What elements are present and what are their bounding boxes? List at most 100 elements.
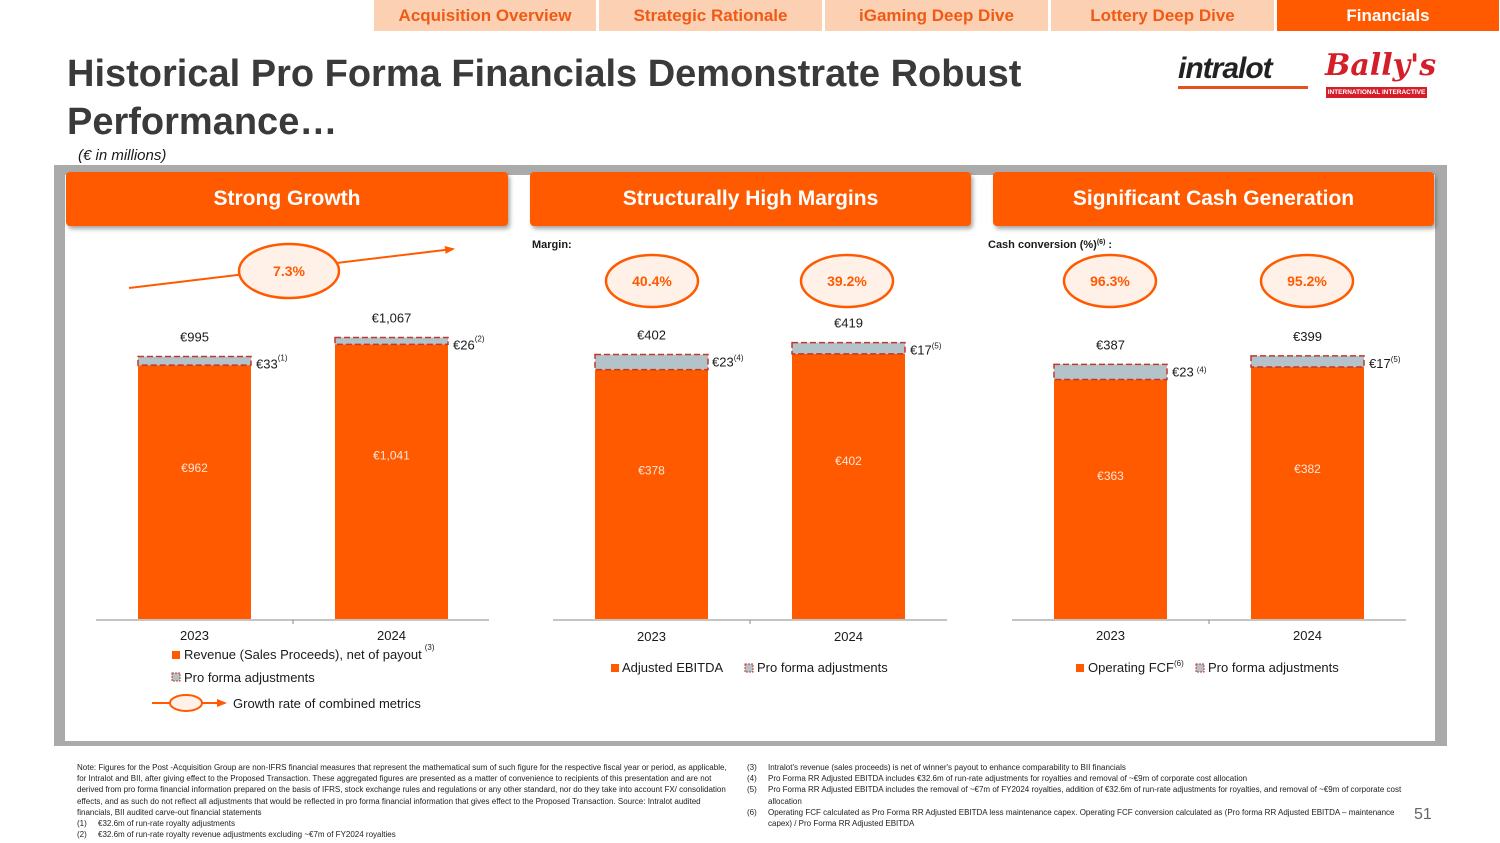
bar-revenue-2024 (335, 344, 448, 619)
bar-fcf-2024 (1251, 367, 1364, 619)
label-ebitda-2024: €402 (835, 454, 862, 468)
bar-ebitda-2023 (595, 369, 708, 619)
footnote-4: (4) Pro Forma RR Adjusted EBITDA includes… (747, 773, 1407, 784)
bar-adjustment-2024 (334, 336, 449, 346)
footnote-3: (3) Intralot's revenue (sales proceeds) i… (747, 762, 1407, 773)
x-tick-label-2023: 2023 (180, 628, 209, 643)
margin-ellipse-2024 (799, 253, 895, 309)
margin-ellipse-2023 (604, 253, 700, 309)
legend-swatch-adjustments (744, 663, 754, 673)
cash-legend: Operating FCF(6) Pro forma adjustments (1076, 659, 1339, 675)
footnote-text: Pro Forma RR Adjusted EBITDA includes €3… (768, 774, 1248, 784)
footnote-text: Pro Forma RR Adjusted EBITDA includes th… (768, 785, 1402, 806)
footnote-number: (4) (747, 774, 757, 784)
footnote-number: (1) (77, 819, 87, 829)
page-number: 51 (1414, 806, 1432, 823)
tab-lottery-deep-dive[interactable]: Lottery Deep Dive (1051, 0, 1274, 31)
bar-revenue-2023 (138, 365, 251, 619)
x-tick-label-2024: 2024 (834, 629, 863, 644)
x-tick-label-2024: 2024 (1293, 628, 1322, 643)
ballys-logo-subtitle: INTERNATIONAL INTERACTIVE (1326, 87, 1427, 98)
footnote-number: (5) (747, 785, 757, 795)
intralot-logo-underline (1178, 86, 1308, 89)
label-fcf-2023: €363 (1097, 469, 1124, 483)
bar-adjustment-2024 (1250, 355, 1365, 368)
footnote-number: (3) (747, 763, 757, 772)
growth-rate-ellipse (237, 242, 341, 300)
footnote-note: Note: Figures for the Post -Acquisition … (77, 763, 727, 817)
cash-conversion-value-2023: 96.3% (1090, 273, 1130, 289)
footnote-1: (1) €32.6m of run-rate royalty adjustment… (77, 818, 727, 829)
cash-generation-chart: €363 €382 €387 €399 €23 (4) €17(5) 2023 2… (1012, 329, 1406, 643)
legend-label-ebitda: Adjusted EBITDA (622, 660, 723, 675)
bar-adjustment-2023 (137, 355, 252, 366)
margins-chart: €378 €402 €402 €419 €23(4) €17(5) 2023 2… (553, 316, 947, 644)
legend-label-revenue: Revenue (Sales Proceeds), net of payout(… (184, 643, 435, 662)
legend-label-adjustments: Pro forma adjustments (184, 670, 315, 685)
margin-caption: Margin: (532, 239, 572, 251)
label-adjustment-2023: €23(4) (1172, 364, 1207, 379)
growth-rate-value: 7.3% (273, 263, 305, 279)
x-tick-label-2023: 2023 (637, 629, 666, 644)
page-title: Historical Pro Forma Financials Demonstr… (67, 53, 1022, 143)
footnote-2: (2) €32.6m of run-rate royalty revenue ad… (77, 829, 727, 840)
legend-label-adjustments: Pro forma adjustments (757, 660, 888, 675)
footnote-text: €32.6m of run-rate royalty adjustments (98, 819, 235, 829)
legend-label-adjustments: Pro forma adjustments (1208, 660, 1339, 675)
cash-conversion-ellipse-2023 (1062, 253, 1158, 309)
bar-adjustment-2023 (1053, 363, 1168, 381)
footnote-text: Operating FCF calculated as Pro Forma RR… (768, 807, 1395, 829)
section-header-cash-generation: Significant Cash Generation (993, 172, 1434, 226)
tab-financials[interactable]: Financials (1277, 0, 1499, 31)
footnotes-right: (3) Intralot's revenue (sales proceeds) i… (747, 762, 1407, 829)
legend-swatch-adjustments (1195, 663, 1205, 673)
label-total-2023: €387 (1096, 337, 1125, 352)
tab-igaming-deep-dive[interactable]: iGaming Deep Dive (825, 0, 1048, 31)
cash-conversion-caption: Cash conversion (%)(6) : (988, 239, 1112, 251)
legend-swatch-ebitda (611, 664, 619, 672)
margin-value-2024: 39.2% (827, 273, 867, 289)
label-revenue-2023: €962 (181, 461, 208, 475)
tab-strategic-rationale[interactable]: Strategic Rationale (599, 0, 822, 31)
footnote-6: (6) Operating FCF calculated as Pro Forma… (747, 807, 1407, 829)
margins-legend: Adjusted EBITDA Pro forma adjustments (611, 660, 888, 675)
label-adjustment-2024: €26(2) (453, 334, 485, 352)
label-adjustment-2023: €33(1) (256, 353, 288, 371)
section-header-strong-growth: Strong Growth (66, 172, 508, 226)
legend-label-fcf: Operating FCF(6) (1088, 659, 1184, 675)
ballys-logo: Bally's (1325, 48, 1437, 83)
label-total-2024: €1,067 (372, 310, 412, 325)
legend-swatch-adjustments (171, 672, 181, 682)
legend-swatch-fcf (1076, 664, 1084, 672)
label-fcf-2024: €382 (1294, 462, 1321, 476)
bar-ebitda-2024 (792, 353, 905, 619)
top-nav: Acquisition Overview Strategic Rationale… (374, 0, 1499, 31)
footnotes-left: Note: Figures for the Post -Acquisition … (77, 762, 727, 840)
label-adjustment-2023: €23(4) (712, 353, 744, 369)
margin-value-2023: 40.4% (632, 273, 672, 289)
label-adjustment-2024: €17(5) (1369, 355, 1401, 371)
strong-growth-legend: Revenue (Sales Proceeds), net of payout(… (152, 643, 435, 712)
label-total-2024: €419 (834, 316, 863, 331)
label-total-2024: €399 (1293, 329, 1322, 344)
bar-adjustment-2023 (594, 353, 709, 371)
legend-label-growth: Growth rate of combined metrics (233, 696, 421, 711)
intralot-logo: intralot (1178, 52, 1273, 85)
units-note: (€ in millions) (78, 147, 167, 164)
footnote-5: (5) Pro Forma RR Adjusted EBITDA includes… (747, 784, 1407, 806)
label-adjustment-2024: €17(5) (910, 342, 942, 358)
tab-acquisition-overview[interactable]: Acquisition Overview (374, 0, 596, 31)
label-ebitda-2023: €378 (638, 463, 665, 477)
footnote-number: (2) (77, 830, 87, 840)
x-tick-label-2024: 2024 (377, 628, 406, 643)
section-header-high-margins: Structurally High Margins (530, 172, 971, 226)
footnote-text: Intralot's revenue (sales proceeds) is n… (768, 763, 1126, 772)
legend-swatch-revenue (172, 651, 180, 659)
cash-conversion-value-2024: 95.2% (1287, 273, 1327, 289)
strong-growth-chart: €962 €1,041 €995 €1,067 €33(1) €26(2) 20… (96, 310, 489, 643)
bar-adjustment-2024 (791, 341, 906, 355)
label-total-2023: €402 (637, 327, 666, 342)
x-tick-label-2023: 2023 (1096, 628, 1125, 643)
footnote-number: (6) (747, 807, 757, 817)
